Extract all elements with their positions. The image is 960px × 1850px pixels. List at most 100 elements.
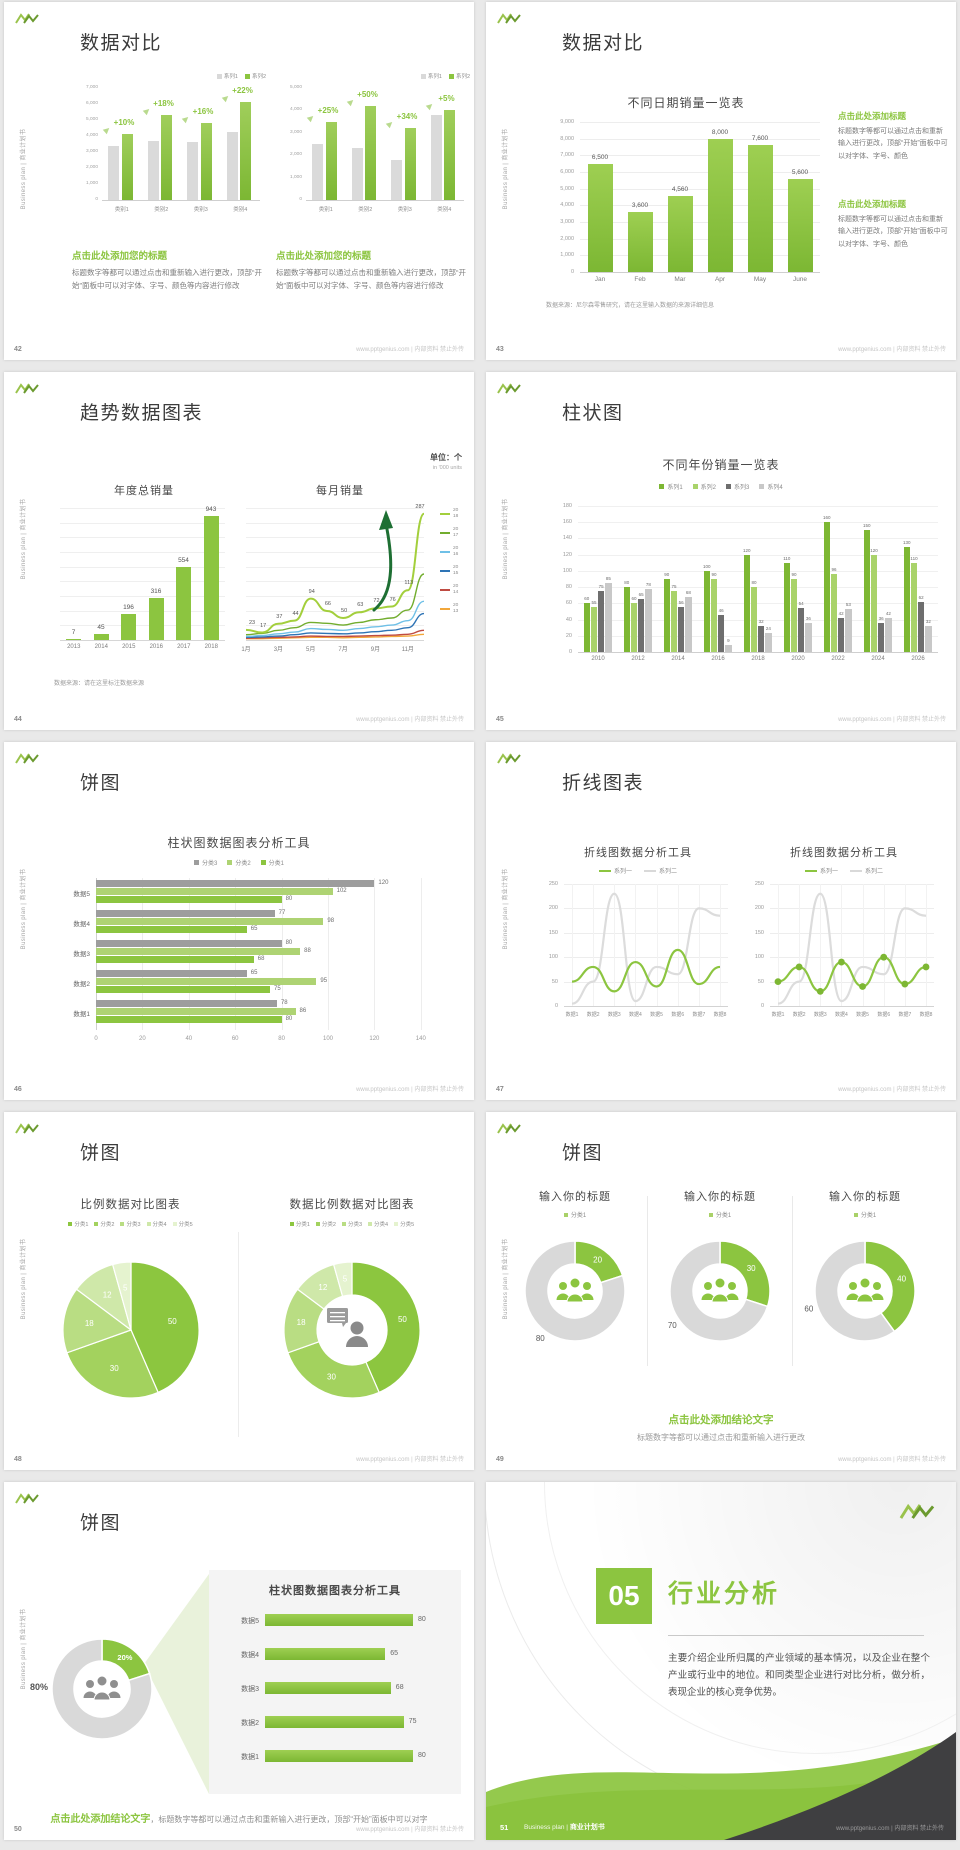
conclusion-body: 标题数字等都可以通过点击和重新输入进行更改: [637, 1433, 805, 1442]
y-axis-label: 100: [562, 567, 572, 574]
gridline: [60, 508, 225, 509]
value-label: 60: [631, 596, 637, 602]
growth-arrow: [372, 522, 393, 612]
pie-slice: [332, 1261, 353, 1298]
gridline: [580, 188, 820, 190]
legend-label: 系列一: [819, 869, 838, 875]
value-label: 53: [845, 602, 851, 607]
chart-legend: 分类1 分类2 分类3 分类4 分类5: [28, 1220, 233, 1228]
pie-chart: 比例数据对比图表 分类1 分类2 分类3 分类4 分类5 50 30 18 12 5: [28, 1196, 233, 1446]
slide-49[interactable]: Business plan | 商业计划书 饼图 输入你的标题 分类1 20 80 输入…: [486, 1112, 956, 1470]
x-category-label: 2013: [67, 644, 81, 650]
donut-slice-gray: [814, 1240, 896, 1342]
slide-47[interactable]: Business plan | 商业计划书 折线图表 折线图数据分析工具 系列一系…: [486, 742, 956, 1100]
bar: [638, 599, 645, 652]
slide-48[interactable]: Business plan | 商业计划书 饼图 比例数据对比图表 分类1 分类2 分…: [4, 1112, 474, 1470]
point-label: 76: [389, 596, 396, 603]
x-category-label: 数据5: [856, 1012, 869, 1018]
legend-swatch: [368, 1222, 373, 1226]
bar: [678, 606, 685, 652]
footer-note: www.pptgenius.com | 内部资料 禁止外传: [838, 1087, 946, 1093]
legend-label: 分类1: [295, 1222, 310, 1228]
slide-45[interactable]: Business plan | 商业计划书 柱状图 不同年份销量一览表 系列1 系列…: [486, 372, 956, 730]
bar: [96, 1016, 282, 1023]
gridline: [246, 581, 424, 583]
y-axis-label: 4,000: [289, 107, 302, 113]
x-category-label: 2016: [149, 644, 163, 650]
gridline: [578, 652, 938, 653]
conclusion-heading: 点击此处添加结论文字: [668, 1414, 774, 1426]
legend-item: 系列二: [850, 866, 883, 875]
slide-51-section-divider[interactable]: 05 行业分析 主要介绍企业所归属的产业领域的基本情况，以及企业在整个产业或行业…: [486, 1482, 956, 1840]
legend-item: 分类5: [172, 1220, 193, 1228]
slide-44[interactable]: Business plan | 商业计划书 趋势数据图表 单位：个 in '000…: [4, 372, 474, 730]
legend-item: 20 15: [440, 565, 458, 576]
donut-cell: 输入你的标题 分类1 20 80: [502, 1188, 648, 1373]
donut-svg: 40 60: [804, 1240, 916, 1342]
gridline: [246, 552, 424, 553]
gridline: [246, 610, 424, 612]
legend-item: 分类2: [315, 1220, 336, 1228]
donut-slice-gray: [669, 1240, 769, 1342]
value-label: 85: [605, 576, 611, 582]
document-line: [330, 1312, 345, 1314]
gridline: [246, 508, 424, 509]
x-category-label: 类别3: [397, 207, 412, 213]
slide-42[interactable]: Business plan | 商业计划书 数据对比 系列1 系列2 7,000 6,…: [4, 2, 474, 360]
page-number: 50: [14, 1826, 22, 1833]
x-category-label: 2018: [204, 644, 218, 650]
bar: [783, 562, 790, 652]
value-label: 78: [280, 999, 288, 1006]
y-axis-label: 6,000: [85, 101, 98, 106]
x-axis-label: 20: [139, 1036, 146, 1042]
delta-label: +25%: [317, 105, 339, 115]
line-series-2015: [245, 612, 425, 639]
legend-swatch: [315, 1222, 320, 1226]
bar: [830, 574, 838, 652]
x-category-label: 2010: [591, 656, 605, 662]
value-label: 130: [903, 539, 911, 545]
value-label: 65: [638, 592, 644, 598]
slide-50[interactable]: Business plan | 商业计划书 饼图 20% 80% 柱状图数据图表分析…: [4, 1482, 474, 1840]
slide-title: 柱状图: [562, 403, 624, 424]
bar: [758, 626, 765, 652]
x-category-label: 9月: [370, 647, 381, 653]
bar-panel: 柱状图数据图表分析工具 数据5 80 数据4 65 数据3 68 数据2 75 数据1 80: [209, 1570, 461, 1794]
y-axis-label: 160: [562, 519, 572, 526]
value-label: 5,600: [791, 168, 809, 176]
legend-label: 20 14: [453, 584, 459, 595]
x-category-label: 2015: [122, 644, 136, 650]
bar: [96, 986, 270, 993]
unit-subnote: in '000 units: [432, 465, 462, 471]
person-body: [856, 1293, 874, 1303]
slide-46[interactable]: Business plan | 商业计划书 饼图 柱状图数据图表分析工具 分类3 分…: [4, 742, 474, 1100]
x-category-label: 2017: [177, 644, 191, 650]
y-axis-label: 5,000: [85, 117, 98, 122]
value-label: 75: [671, 584, 677, 590]
chart-title: 输入你的标题: [829, 1191, 901, 1203]
gridline-v: [572, 884, 573, 1006]
person-body: [580, 1293, 594, 1300]
person-body: [701, 1293, 715, 1300]
value-label: 54: [798, 601, 804, 607]
panel-divider: [791, 1196, 793, 1366]
legend-label: 系列1: [667, 485, 683, 491]
bar: [838, 617, 845, 652]
bar: [630, 603, 638, 652]
brand-logo-icon: [15, 1123, 39, 1134]
grouped-column-chart: 180 160 140 120 100 80 60 40 20 0 60 55 75 85 2010 80 60…: [550, 500, 950, 680]
green-value-label: 20%: [117, 1653, 132, 1662]
value-label: 120: [743, 547, 751, 553]
slide-content: 输入你的标题 分类1 20 80 输入你的标题 分类1 30 70 输入你的标题 分类1 40 60 点…: [486, 1112, 956, 1470]
slice-value-label: 50: [398, 1315, 407, 1324]
gridline-v: [862, 884, 864, 1006]
slice-value-label: 12: [102, 1291, 111, 1300]
x-axis-label: 100: [322, 1036, 333, 1042]
bar: [885, 617, 892, 652]
slide-43[interactable]: Business plan | 商业计划书 数据对比 不同日期销量一览表 9,00…: [486, 2, 956, 360]
donut-slice-gray: [51, 1638, 153, 1740]
bar-green: [176, 566, 191, 640]
legend-swatch: [440, 588, 450, 591]
line-series-2016: [245, 600, 425, 638]
gridline-v: [656, 884, 658, 1006]
